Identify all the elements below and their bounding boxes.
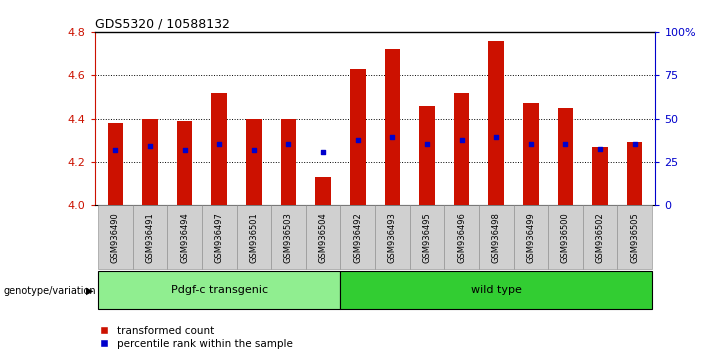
Bar <box>350 69 365 205</box>
Bar <box>280 119 297 205</box>
FancyBboxPatch shape <box>341 205 375 269</box>
Bar <box>212 93 227 205</box>
Bar <box>142 119 158 205</box>
Point <box>421 141 433 146</box>
Bar <box>454 93 470 205</box>
FancyBboxPatch shape <box>514 205 548 269</box>
Text: wild type: wild type <box>471 285 522 295</box>
Point <box>560 141 571 146</box>
Point <box>456 137 467 143</box>
Bar <box>177 121 193 205</box>
Point <box>110 147 121 153</box>
Text: GSM936498: GSM936498 <box>491 212 501 263</box>
Bar <box>385 49 400 205</box>
Bar <box>592 147 608 205</box>
Point <box>144 143 156 149</box>
FancyBboxPatch shape <box>409 205 444 269</box>
Bar <box>419 105 435 205</box>
Bar <box>108 123 123 205</box>
FancyBboxPatch shape <box>618 205 652 269</box>
FancyBboxPatch shape <box>236 205 271 269</box>
Bar <box>489 41 504 205</box>
Text: GSM936495: GSM936495 <box>423 212 431 263</box>
Text: GSM936502: GSM936502 <box>596 212 604 263</box>
Point <box>248 147 259 153</box>
Text: GSM936493: GSM936493 <box>388 212 397 263</box>
Bar <box>246 119 261 205</box>
Text: genotype/variation: genotype/variation <box>4 286 96 296</box>
Text: GSM936497: GSM936497 <box>215 212 224 263</box>
FancyBboxPatch shape <box>306 205 341 269</box>
Point <box>491 134 502 140</box>
Point <box>525 141 536 146</box>
FancyBboxPatch shape <box>479 205 514 269</box>
FancyBboxPatch shape <box>98 205 132 269</box>
FancyBboxPatch shape <box>202 205 236 269</box>
Text: GSM936492: GSM936492 <box>353 212 362 263</box>
FancyBboxPatch shape <box>98 271 341 309</box>
Point <box>352 137 363 143</box>
Text: GSM936499: GSM936499 <box>526 212 536 263</box>
Point <box>179 147 190 153</box>
Text: ▶: ▶ <box>86 286 94 296</box>
FancyBboxPatch shape <box>132 205 168 269</box>
FancyBboxPatch shape <box>375 205 409 269</box>
Text: GSM936501: GSM936501 <box>250 212 259 263</box>
Point <box>387 134 398 140</box>
Point <box>594 146 606 152</box>
FancyBboxPatch shape <box>271 205 306 269</box>
Bar <box>557 108 573 205</box>
Point <box>283 141 294 146</box>
Text: Pdgf-c transgenic: Pdgf-c transgenic <box>171 285 268 295</box>
Bar <box>315 177 331 205</box>
FancyBboxPatch shape <box>548 205 583 269</box>
Point <box>629 141 640 146</box>
Text: GSM936490: GSM936490 <box>111 212 120 263</box>
Bar <box>627 142 642 205</box>
Text: GSM936505: GSM936505 <box>630 212 639 263</box>
Text: GSM936500: GSM936500 <box>561 212 570 263</box>
Text: GSM936503: GSM936503 <box>284 212 293 263</box>
Text: GDS5320 / 10588132: GDS5320 / 10588132 <box>95 18 229 31</box>
Legend: transformed count, percentile rank within the sample: transformed count, percentile rank withi… <box>100 326 292 349</box>
Bar <box>523 103 538 205</box>
Point <box>318 149 329 155</box>
FancyBboxPatch shape <box>168 205 202 269</box>
FancyBboxPatch shape <box>341 271 652 309</box>
FancyBboxPatch shape <box>444 205 479 269</box>
Point <box>214 141 225 146</box>
Text: GSM936504: GSM936504 <box>319 212 327 263</box>
FancyBboxPatch shape <box>583 205 618 269</box>
Text: GSM936491: GSM936491 <box>146 212 154 263</box>
Text: GSM936494: GSM936494 <box>180 212 189 263</box>
Text: GSM936496: GSM936496 <box>457 212 466 263</box>
